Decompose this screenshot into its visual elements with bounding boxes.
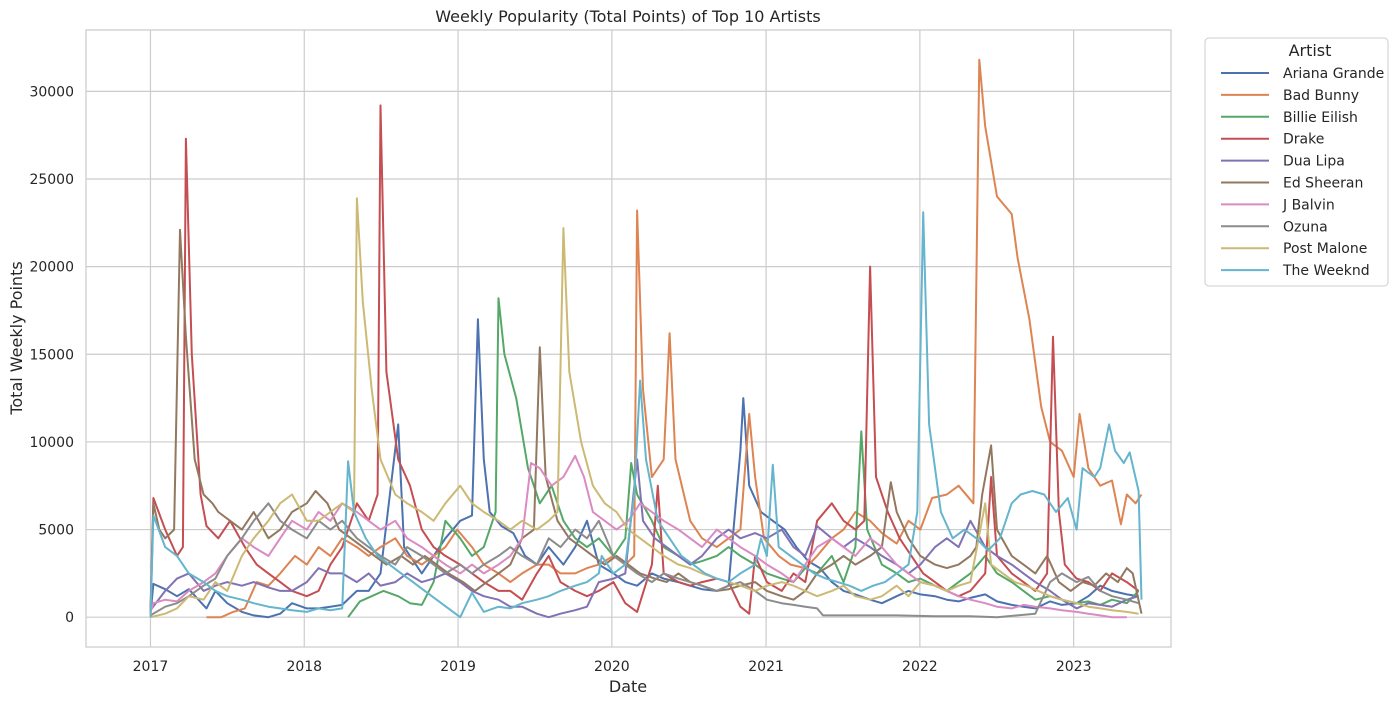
x-tick-label: 2021 [748, 659, 784, 675]
y-tick-label: 15000 [29, 347, 74, 363]
legend-label: Dua Lipa [1283, 154, 1345, 170]
x-tick-label: 2019 [440, 659, 476, 675]
x-tick-label: 2023 [1056, 659, 1092, 675]
plot-series [149, 58, 1143, 619]
y-tick-label: 25000 [29, 172, 74, 188]
legend-box [1204, 37, 1389, 287]
x-tick-label: 2017 [133, 659, 169, 675]
y-tick-label: 5000 [38, 523, 74, 539]
y-axis-title: Total Weekly Points [7, 261, 26, 415]
legend-label: Ariana Grande [1283, 66, 1384, 82]
legend-label: Ozuna [1283, 219, 1328, 235]
series-line [206, 58, 1143, 619]
legend-label: Billie Eilish [1283, 110, 1358, 126]
legend-label: The Weeknd [1282, 263, 1370, 279]
x-tick-label: 2022 [902, 659, 938, 675]
series-line [149, 228, 1143, 614]
legend-label: Bad Bunny [1283, 88, 1359, 104]
legend-label: Ed Sheeran [1283, 176, 1363, 192]
series-line [149, 454, 1127, 619]
series-line [149, 458, 1139, 619]
legend-label: Drake [1283, 132, 1324, 148]
legend: Artist Ariana Grande Bad Bunny Billie Eili… [1204, 37, 1389, 287]
x-tick-label: 2020 [594, 659, 630, 675]
x-tick-label: 2018 [286, 659, 322, 675]
legend-label: J Balvin [1282, 197, 1335, 213]
series-line [149, 211, 1143, 619]
y-tick-label: 20000 [29, 260, 74, 276]
chart-title: Weekly Popularity (Total Points) of Top … [435, 7, 820, 26]
x-axis-title: Date [609, 677, 647, 696]
y-tick-label: 0 [65, 610, 74, 626]
series-line [149, 104, 1140, 615]
legend-title: Artist [1289, 41, 1332, 60]
series-line [149, 502, 1139, 619]
y-tick-label: 10000 [29, 435, 74, 451]
series-line [149, 318, 1139, 619]
legend-label: Post Malone [1283, 241, 1367, 257]
axis-ticks: 2017 2018 2019 2020 2021 2022 2023 0 5000 10000 15… [29, 84, 1091, 675]
series-line [150, 197, 1139, 619]
plot-frame [85, 29, 1172, 648]
series-line [347, 297, 1140, 618]
legend-items: Ariana Grande Bad Bunny Billie Eilish Drake… [1221, 66, 1384, 279]
y-tick-label: 30000 [29, 84, 74, 100]
